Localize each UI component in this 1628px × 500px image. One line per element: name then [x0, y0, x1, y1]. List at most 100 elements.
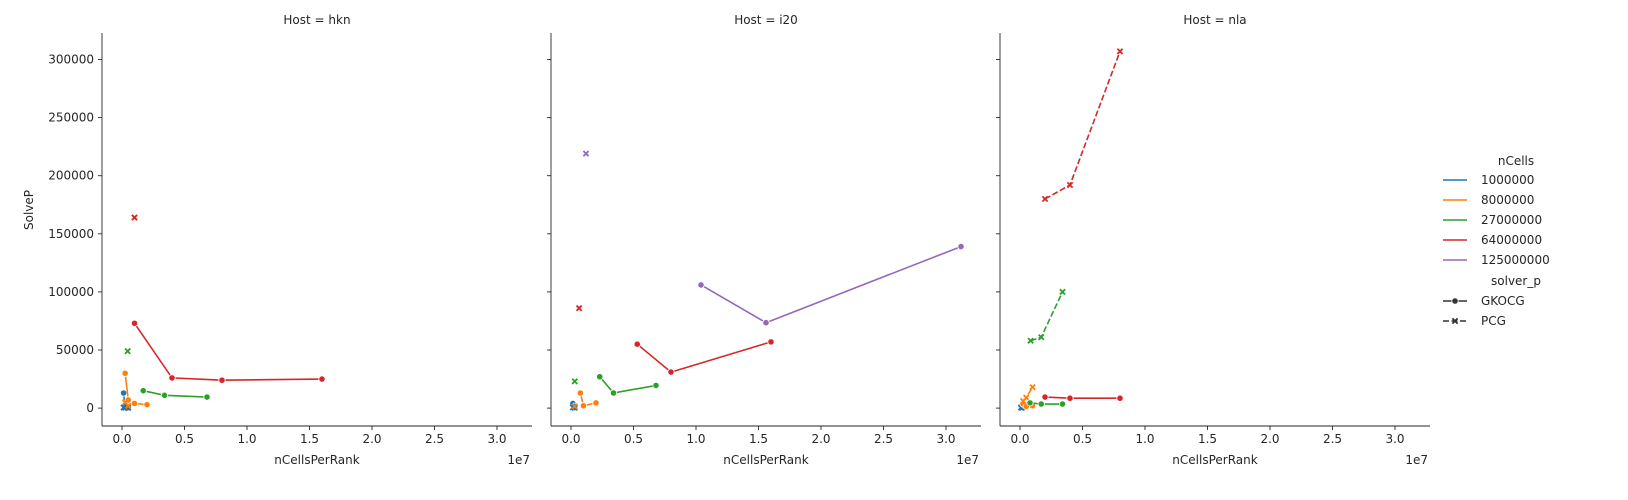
series-8000000-pcg — [571, 403, 578, 410]
series-27000000-gkocg — [596, 373, 660, 397]
legend: nCells 1000000 8000000 27000000 64000000 125… — [1443, 154, 1550, 328]
data-point — [218, 376, 226, 384]
facet-panels: Host = hkn 0.0 0.5 1.0 1.5 2.0 2.5 3.0 0 50000 100… — [48, 13, 1430, 467]
series-27000000-pcg — [571, 378, 578, 385]
data-point — [579, 402, 588, 410]
x-axis-label: nCellsPerRank — [1172, 453, 1257, 467]
y-tick-label: 150000 — [48, 227, 94, 241]
x-axis-label: nCellsPerRank — [723, 453, 808, 467]
data-point — [1029, 383, 1036, 391]
data-point — [596, 373, 604, 381]
series-line — [143, 389, 208, 398]
legend-item-gkocg: GKOCG — [1443, 294, 1525, 308]
y-tick-label: 50000 — [56, 343, 94, 357]
legend-item-1000000: 1000000 — [1443, 173, 1534, 187]
data-point — [571, 378, 578, 385]
data-point — [652, 381, 660, 390]
x-tick-label: 2.5 — [874, 432, 893, 446]
series-line — [599, 376, 657, 394]
series-125000000-pcg — [582, 150, 590, 157]
x-tick-label: 3.0 — [936, 432, 955, 446]
series-line — [1044, 396, 1120, 400]
x-tick-label: 0.0 — [1010, 432, 1029, 446]
data-point — [139, 387, 147, 395]
legend-item-8000000: 8000000 — [1443, 193, 1534, 207]
series-line — [133, 322, 323, 382]
panel-3: Host = nla 0.0 0.5 1.0 1.5 2.0 2.5 3.0 nCellsPer… — [996, 13, 1430, 467]
data-point — [203, 393, 211, 401]
data-point — [1023, 394, 1030, 401]
y-tick-label: 100000 — [48, 285, 94, 299]
data-point — [697, 281, 705, 289]
series-64000000-pcg — [575, 304, 583, 312]
x-tick-label: 2.5 — [425, 432, 444, 446]
x-offset-label: 1e7 — [1405, 453, 1428, 467]
panel-title: Host = i20 — [734, 13, 798, 27]
data-point — [1026, 399, 1034, 407]
x-tick-label: 1.5 — [749, 432, 768, 446]
series-line — [700, 245, 962, 324]
x-tick-label: 1.5 — [300, 432, 319, 446]
series-64000000-pcg — [131, 214, 138, 221]
y-tick-label: 0 — [86, 401, 94, 415]
data-point — [143, 401, 151, 409]
data-point — [1041, 195, 1049, 203]
series-line — [1029, 402, 1063, 405]
series-64000000-pcg — [1041, 48, 1124, 203]
series-8000000-gkocg — [121, 369, 151, 409]
data-point — [1116, 394, 1124, 402]
legend-label: 8000000 — [1481, 193, 1534, 207]
series-line — [636, 341, 772, 373]
data-point — [131, 214, 138, 221]
legend-title-ncells: nCells — [1498, 154, 1534, 168]
data-point — [762, 319, 770, 327]
legend-marker — [1451, 297, 1459, 305]
x-tick-label: 0.0 — [561, 432, 580, 446]
panel-2: Host = i20 0.0 0.5 1.0 1.5 2.0 2.5 3.0 nCellsPer… — [547, 13, 981, 467]
legend-item-27000000: 27000000 — [1443, 213, 1542, 227]
x-tick-label: 2.0 — [362, 432, 381, 446]
data-point — [124, 347, 131, 355]
series-125000000-gkocg — [697, 242, 965, 327]
x-tick-label: 3.0 — [1385, 432, 1404, 446]
legend-item-125000000: 125000000 — [1443, 253, 1550, 267]
series-8000000-pcg — [121, 399, 132, 410]
series-27000000-pcg — [1027, 288, 1066, 344]
x-tick-label: 2.0 — [1260, 432, 1279, 446]
series-line — [1044, 51, 1121, 200]
data-point — [1116, 48, 1124, 55]
legend-item-64000000: 64000000 — [1443, 233, 1542, 247]
data-point — [582, 150, 590, 157]
data-point — [1066, 394, 1074, 402]
data-point — [130, 319, 139, 327]
data-point — [160, 391, 169, 399]
series-64000000-gkocg — [130, 319, 326, 384]
x-axis-label: nCellsPerRank — [274, 453, 359, 467]
data-point — [1041, 393, 1049, 401]
x-offset-label: 1e7 — [507, 453, 530, 467]
data-point — [571, 403, 578, 410]
legend-label: 64000000 — [1481, 233, 1542, 247]
data-point — [667, 368, 675, 376]
data-point — [1066, 181, 1074, 189]
data-point — [767, 338, 775, 346]
series-27000000-gkocg — [1026, 399, 1067, 408]
data-point — [125, 402, 132, 410]
y-tick-label: 200000 — [48, 169, 94, 183]
series-8000000-pcg — [1019, 383, 1036, 405]
x-offset-label: 1e7 — [956, 453, 979, 467]
data-point — [592, 399, 600, 407]
series-8000000-gkocg — [576, 389, 600, 410]
legend-item-pcg: PCG — [1443, 314, 1506, 328]
legend-label: PCG — [1481, 314, 1506, 328]
x-tick-label: 0.5 — [1073, 432, 1092, 446]
data-point — [575, 304, 583, 312]
y-tick-label: 250000 — [48, 111, 94, 125]
x-tick-label: 1.0 — [686, 432, 705, 446]
data-point — [168, 374, 176, 382]
data-point — [1037, 400, 1045, 408]
panel-title: Host = nla — [1183, 13, 1246, 27]
legend-label: 125000000 — [1481, 253, 1550, 267]
x-tick-label: 0.5 — [624, 432, 643, 446]
